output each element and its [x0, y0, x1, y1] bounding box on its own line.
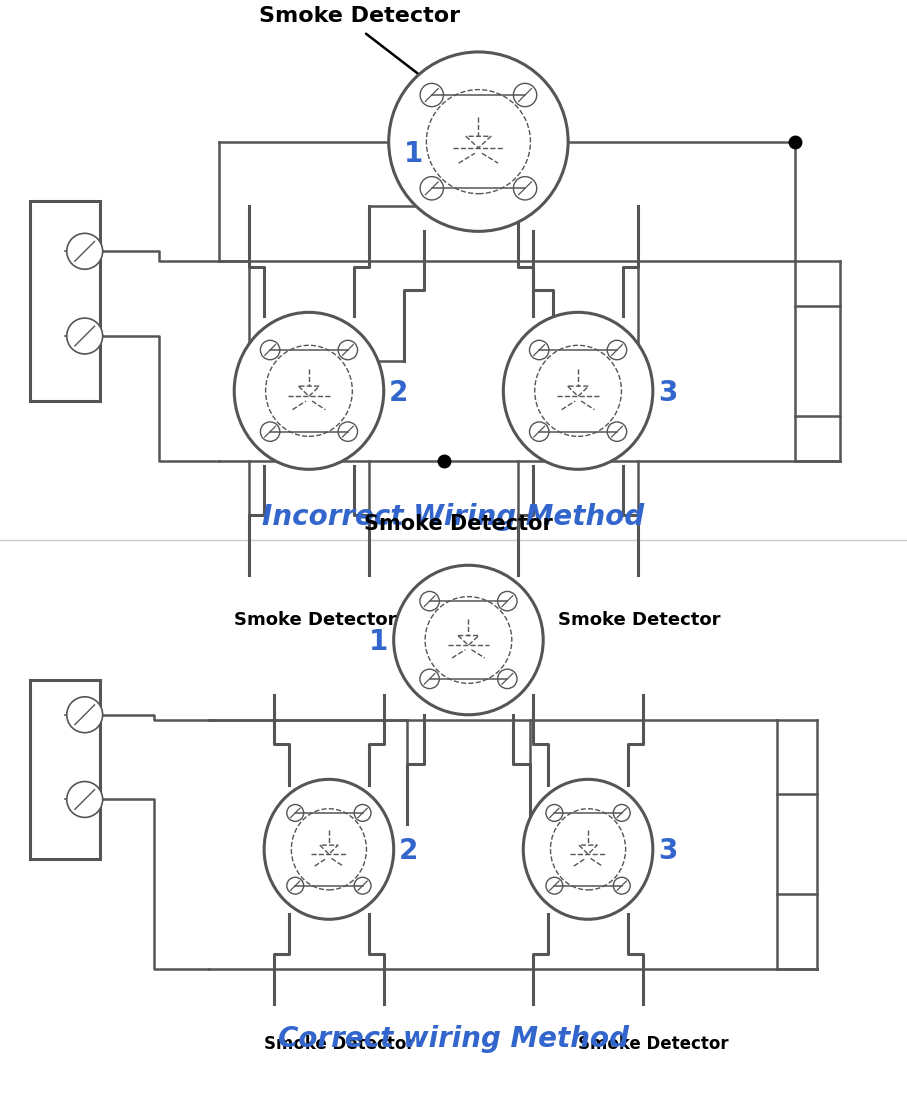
- Ellipse shape: [389, 52, 568, 231]
- Circle shape: [67, 233, 102, 270]
- Circle shape: [498, 669, 517, 689]
- Text: 2: 2: [399, 837, 418, 866]
- Text: Incorrect Wiring Method: Incorrect Wiring Method: [262, 504, 645, 531]
- Text: Smoke Detector: Smoke Detector: [259, 6, 460, 26]
- Bar: [795, 306, 840, 416]
- Ellipse shape: [503, 312, 653, 470]
- Circle shape: [613, 878, 630, 894]
- Bar: [30, 680, 100, 859]
- Text: Smoke Detector: Smoke Detector: [578, 1035, 728, 1053]
- Bar: [777, 794, 817, 894]
- Circle shape: [354, 878, 371, 894]
- Circle shape: [498, 592, 517, 611]
- Text: Smoke Detector: Smoke Detector: [558, 612, 721, 629]
- Circle shape: [67, 696, 102, 733]
- Circle shape: [287, 804, 304, 822]
- Text: 3: 3: [658, 837, 678, 866]
- Ellipse shape: [264, 779, 394, 920]
- Ellipse shape: [523, 779, 653, 920]
- Circle shape: [513, 84, 537, 107]
- Circle shape: [67, 318, 102, 354]
- Circle shape: [530, 422, 549, 441]
- Circle shape: [338, 422, 357, 441]
- Circle shape: [546, 804, 562, 822]
- Circle shape: [513, 177, 537, 200]
- Text: 3: 3: [658, 378, 678, 407]
- Text: Smoke Detector: Smoke Detector: [234, 612, 396, 629]
- Circle shape: [420, 669, 439, 689]
- Text: Correct wiring Method: Correct wiring Method: [278, 1025, 629, 1053]
- Ellipse shape: [394, 565, 543, 715]
- Text: Smoke Detector: Smoke Detector: [364, 515, 553, 535]
- Circle shape: [530, 340, 549, 360]
- Circle shape: [546, 878, 562, 894]
- Text: 1: 1: [369, 628, 388, 656]
- Ellipse shape: [234, 312, 384, 470]
- Circle shape: [420, 592, 439, 611]
- Circle shape: [608, 422, 627, 441]
- Circle shape: [420, 84, 444, 107]
- Circle shape: [287, 878, 304, 894]
- Circle shape: [260, 422, 280, 441]
- Circle shape: [67, 781, 102, 817]
- Text: 1: 1: [404, 140, 423, 167]
- Circle shape: [260, 340, 280, 360]
- Circle shape: [338, 340, 357, 360]
- Bar: [30, 201, 100, 400]
- Circle shape: [420, 177, 444, 200]
- Circle shape: [354, 804, 371, 822]
- Text: Smoke Detector: Smoke Detector: [264, 1035, 414, 1053]
- Text: 2: 2: [389, 378, 408, 407]
- Circle shape: [608, 340, 627, 360]
- Circle shape: [613, 804, 630, 822]
